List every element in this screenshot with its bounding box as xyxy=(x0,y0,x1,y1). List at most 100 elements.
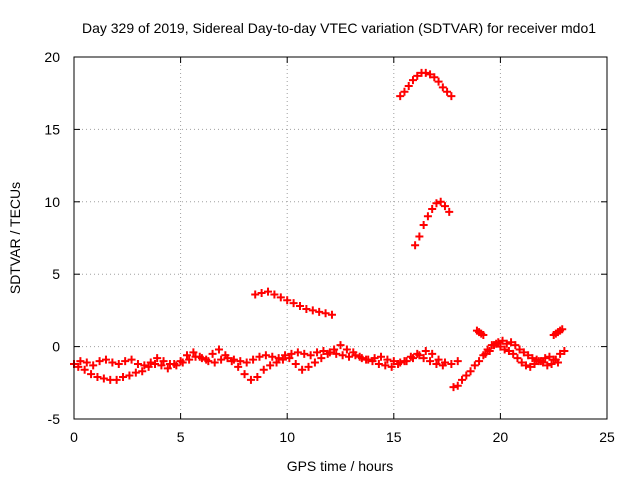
data-point xyxy=(291,359,300,368)
data-point xyxy=(272,358,281,367)
y-tick-label: 0 xyxy=(52,339,60,355)
data-point xyxy=(151,359,160,368)
chart-title: Day 329 of 2019, Sidereal Day-to-day VTE… xyxy=(82,20,596,36)
data-point xyxy=(236,357,245,366)
data-point xyxy=(298,365,307,374)
data-point xyxy=(264,287,273,296)
data-point xyxy=(466,367,475,376)
data-point xyxy=(383,355,392,364)
series-arc-peak xyxy=(396,68,456,101)
data-point xyxy=(246,375,255,384)
data-point xyxy=(138,367,147,376)
data-point xyxy=(545,352,554,361)
data-point xyxy=(82,358,91,367)
data-point xyxy=(447,92,456,101)
data-point xyxy=(400,87,409,96)
data-point xyxy=(112,375,121,384)
data-point xyxy=(453,357,462,366)
data-point xyxy=(227,357,236,366)
data-point xyxy=(315,307,324,316)
series-arc-short-b xyxy=(549,325,567,340)
data-point xyxy=(317,354,326,363)
data-point xyxy=(440,202,449,211)
data-point xyxy=(553,358,562,367)
data-point xyxy=(526,362,535,371)
series-arc-low-c xyxy=(449,339,569,392)
series-arc-low-a xyxy=(70,346,462,370)
data-point xyxy=(240,370,249,379)
data-point xyxy=(234,362,243,371)
data-point xyxy=(313,348,322,357)
data-point xyxy=(421,346,430,355)
data-point xyxy=(413,349,422,358)
data-point xyxy=(182,351,191,360)
data-point xyxy=(276,293,285,302)
data-point xyxy=(253,373,262,382)
data-point xyxy=(381,361,390,370)
data-point xyxy=(293,348,302,357)
data-point xyxy=(266,361,275,370)
data-point xyxy=(210,358,219,367)
data-point xyxy=(208,349,217,358)
data-point xyxy=(443,87,452,96)
data-point xyxy=(289,299,298,308)
data-point xyxy=(502,339,511,348)
y-tick-label: 5 xyxy=(52,266,60,282)
data-point xyxy=(281,351,290,360)
data-point xyxy=(133,359,142,368)
y-tick-label: -5 xyxy=(48,411,61,427)
data-point xyxy=(438,361,447,370)
data-point xyxy=(153,354,162,363)
data-point xyxy=(163,364,172,373)
data-point xyxy=(308,306,317,315)
data-point xyxy=(404,81,413,90)
data-point xyxy=(127,355,136,364)
data-point xyxy=(449,383,458,392)
data-point xyxy=(504,346,513,355)
data-point xyxy=(547,359,556,368)
data-point xyxy=(295,302,304,311)
data-point xyxy=(140,361,149,370)
y-tick-label: 15 xyxy=(44,121,60,137)
data-point xyxy=(434,77,443,86)
data-point xyxy=(453,381,462,390)
data-point xyxy=(362,355,371,364)
data-point xyxy=(374,359,383,368)
data-point xyxy=(342,345,351,354)
x-axis-title: GPS time / hours xyxy=(287,458,394,474)
data-point xyxy=(95,357,104,366)
data-point xyxy=(509,349,518,358)
plot-frame xyxy=(73,56,608,420)
data-point xyxy=(394,359,403,368)
x-tick-label: 5 xyxy=(177,429,185,445)
data-point xyxy=(423,212,432,221)
data-point xyxy=(121,357,130,366)
data-point xyxy=(519,348,528,357)
data-point xyxy=(319,346,328,355)
data-point xyxy=(558,325,567,334)
data-point xyxy=(74,362,83,371)
data-point xyxy=(274,354,283,363)
data-point xyxy=(430,73,439,82)
data-point xyxy=(500,345,509,354)
data-point xyxy=(432,199,441,208)
data-point xyxy=(479,331,488,340)
grid xyxy=(74,57,607,419)
data-point xyxy=(202,355,211,364)
data-point xyxy=(532,355,541,364)
data-point xyxy=(524,351,533,360)
data-point xyxy=(556,349,565,358)
data-point xyxy=(249,355,258,364)
data-point xyxy=(80,365,89,374)
y-axis-title: SDTVAR / TECUs xyxy=(7,182,23,294)
data-point xyxy=(400,357,409,366)
data-point xyxy=(462,371,471,380)
data-point xyxy=(517,358,526,367)
data-points xyxy=(70,68,569,392)
data-point xyxy=(415,232,424,241)
axis-ticks: 0 5 10 15 20 25 -5 0 5 10 15 20 xyxy=(44,49,615,445)
data-point xyxy=(221,351,230,360)
data-point xyxy=(330,345,339,354)
data-point xyxy=(481,349,490,358)
